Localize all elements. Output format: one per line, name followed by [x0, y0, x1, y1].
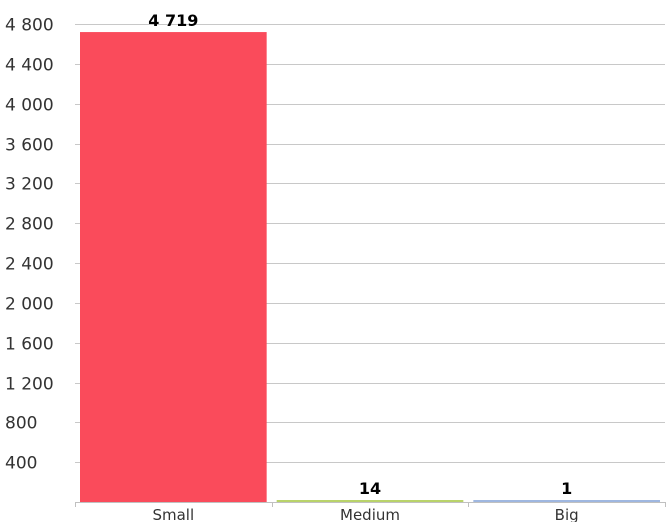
y-tick-label: 1 600	[5, 335, 54, 355]
value-label-big: 1	[561, 479, 572, 498]
y-tick-label: 400	[5, 454, 37, 474]
y-tick-label: 2 800	[5, 215, 54, 235]
y-tick-label: 1 200	[5, 375, 54, 395]
x-axis-category-labels: Small Medium Big	[152, 506, 578, 522]
value-labels: 4 719 14 1	[148, 11, 572, 498]
bar-medium[interactable]	[276, 500, 464, 502]
y-tick-label: 3 200	[5, 175, 54, 195]
y-tick-label: 2 400	[5, 255, 54, 275]
bars	[80, 32, 660, 502]
x-axis-ticks	[75, 502, 666, 507]
category-label-small: Small	[152, 506, 194, 522]
bar-big[interactable]	[473, 500, 660, 502]
category-label-medium: Medium	[340, 506, 400, 522]
y-tick-label: 4 400	[5, 56, 54, 76]
value-label-small: 4 719	[148, 11, 198, 30]
y-tick-label: 3 600	[5, 136, 54, 156]
y-axis-tick-labels: 400 800 1 200 1 600 2 000 2 400 2 800 3 200 3 60…	[5, 16, 54, 474]
category-label-big: Big	[555, 506, 579, 522]
y-tick-label: 4 000	[5, 96, 54, 116]
y-tick-label: 4 800	[5, 16, 54, 36]
y-tick-label: 2 000	[5, 295, 54, 315]
value-label-medium: 14	[359, 479, 381, 498]
y-tick-label: 800	[5, 414, 37, 434]
bar-small[interactable]	[80, 32, 267, 502]
